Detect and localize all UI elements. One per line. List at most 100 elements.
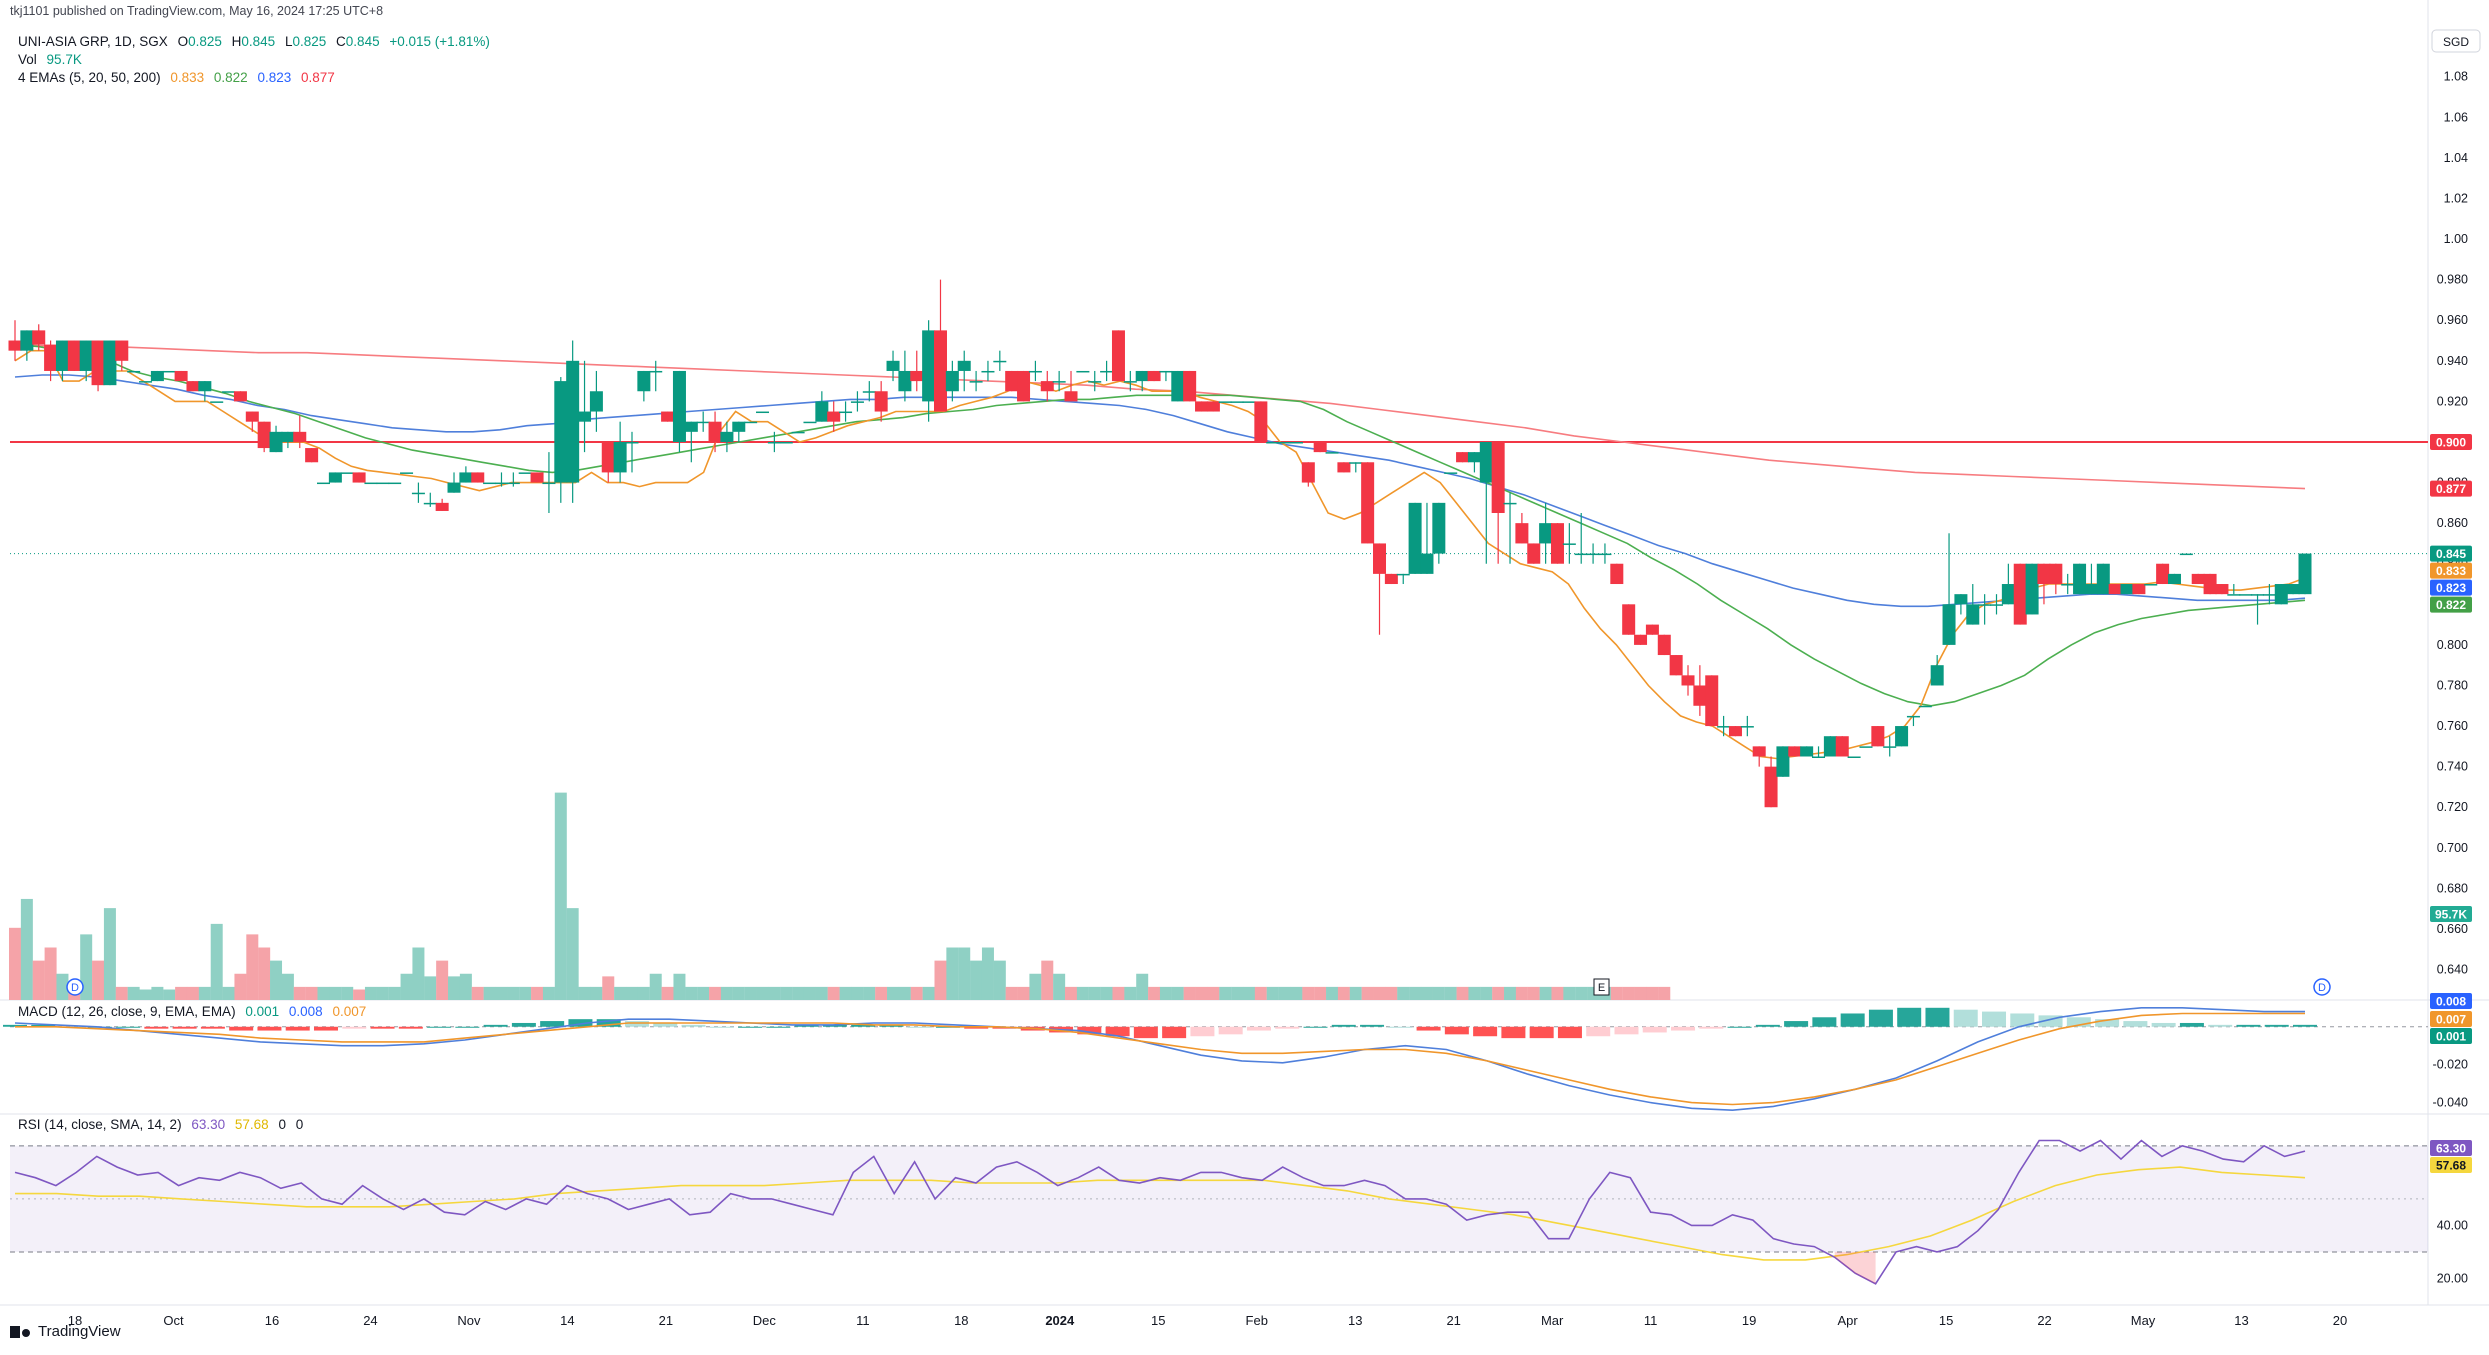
price-label-5: 0.822 [2436, 598, 2466, 612]
price-tick-15: 0.760 [2437, 719, 2468, 733]
volume-bar-31 [376, 986, 389, 1000]
candle-body-90 [1076, 370, 1090, 373]
candle-body-38 [459, 472, 473, 483]
volume-bar-49 [590, 986, 603, 1000]
time-tick-18: Apr [1837, 1313, 1858, 1328]
candle-body-112 [1337, 462, 1351, 473]
legend-rsi-row: RSI (14, close, SMA, 14, 2) 63.30 57.68 … [18, 1117, 309, 1132]
rsi-band-fill [10, 1145, 2428, 1252]
candle-body-113 [1349, 462, 1363, 464]
volume-bar-59 [709, 986, 722, 1000]
candle-body-132 [1574, 553, 1588, 556]
ema50-line [14, 374, 2306, 608]
rsi-tick-0: 40.00 [2437, 1218, 2468, 1232]
candle-body-137 [1634, 634, 1648, 645]
time-tick-15: Mar [1541, 1313, 1564, 1328]
candle-body-34 [411, 492, 425, 495]
volume-bar-126 [1504, 986, 1517, 1000]
candle-body-155 [1847, 756, 1861, 758]
volume-bar-10 [127, 986, 140, 1000]
candle-body-25 [305, 448, 319, 463]
candle-body-179 [2132, 584, 2146, 595]
candle-body-97 [1159, 370, 1173, 373]
macd-hist-bar-73 [2066, 1017, 2091, 1027]
legend-symbol: UNI-ASIA GRP, 1D, SGX [18, 34, 168, 49]
candle-body-72 [862, 391, 876, 393]
volume-bar-17 [210, 923, 223, 1000]
tradingview-logo[interactable]: TradingView [10, 1323, 121, 1340]
macd-hist-bar-7 [200, 1026, 225, 1029]
legend-close: 0.845 [345, 34, 380, 49]
volume-bar-66 [792, 986, 805, 1000]
candle-body-11 [139, 381, 153, 383]
candle-body-92 [1100, 370, 1114, 373]
candle-body-83 [993, 360, 1007, 363]
candle-body-107 [1278, 441, 1292, 444]
volume-bar-12 [151, 986, 164, 1000]
volume-bar-76 [910, 986, 923, 1000]
volume-bar-125 [1492, 986, 1505, 1000]
legend-rsi-ma: 57.68 [234, 1117, 269, 1132]
candle-body-42 [506, 482, 520, 485]
candle-body-22 [269, 431, 283, 453]
candle-body-30 [364, 482, 378, 485]
candle-body-54 [649, 370, 663, 373]
candle-body-167 [1990, 604, 2004, 606]
earnings-marker-box [1593, 978, 1610, 996]
macd-hist-bar-74 [2095, 1019, 2120, 1027]
candle-body-3 [44, 344, 58, 371]
volume-bar-61 [732, 986, 745, 1000]
macd-signal-line [15, 1012, 2305, 1106]
candle-body-73 [874, 391, 888, 412]
volume-bar-34 [412, 947, 425, 1000]
price-tick-17: 0.720 [2437, 800, 2468, 814]
price-label-3: 0.833 [2436, 564, 2466, 578]
macd-hist-bar-39 [1105, 1026, 1130, 1037]
time-tick-13: 13 [1348, 1313, 1362, 1328]
candle-body-80 [957, 360, 971, 371]
macd-hist-bar-79 [2236, 1024, 2261, 1027]
price-tick-7: 0.940 [2437, 354, 2468, 368]
candle-body-10 [127, 370, 141, 373]
candle-body-103 [1230, 401, 1244, 403]
earnings-marker: E [1598, 982, 1605, 994]
candle-body-82 [981, 370, 995, 373]
candle-body-13 [162, 370, 176, 373]
candle-body-158 [1883, 746, 1897, 748]
candle-body-152 [1812, 756, 1826, 758]
time-tick-16: 11 [1644, 1313, 1658, 1328]
price-tick-6: 0.960 [2437, 313, 2468, 327]
legend-rsi-b2: 0 [295, 1117, 304, 1132]
volume-bar-69 [827, 986, 840, 1000]
candle-body-96 [1147, 370, 1161, 382]
volume-bar-27 [329, 986, 342, 1000]
rsi-oversold-fill [1834, 1251, 1876, 1284]
candle-body-36 [435, 502, 449, 511]
dividend-marker-1: D [71, 982, 79, 994]
volume-bar-65 [780, 986, 793, 1000]
candle-body-85 [1017, 370, 1031, 402]
macd-hist-bar-78 [2208, 1024, 2233, 1027]
macd-hist-bar-8 [229, 1026, 254, 1031]
volume-bar-52 [625, 986, 638, 1000]
candle-body-74 [886, 360, 900, 371]
candle-body-144 [1717, 726, 1731, 728]
volume-bar-97 [1159, 986, 1172, 1000]
time-tick-22: 13 [2234, 1313, 2248, 1328]
candle-body-87 [1040, 381, 1054, 392]
volume-bar-42 [507, 986, 520, 1000]
legend-symbol-row: UNI-ASIA GRP, 1D, SGX O0.825 H0.845 L0.8… [18, 34, 496, 49]
candle-body-120 [1432, 502, 1446, 554]
candle-body-169 [2013, 563, 2027, 625]
volume-bar-38 [459, 973, 472, 1000]
price-tick-8: 0.920 [2437, 394, 2468, 408]
volume-bar-137 [1634, 986, 1647, 1000]
volume-bar-114 [1361, 986, 1374, 1000]
candle-body-174 [2073, 563, 2087, 595]
volume-bar-46 [554, 792, 567, 1000]
volume-bar-102 [1219, 986, 1232, 1000]
legend-rsi-value: 63.30 [191, 1117, 226, 1132]
candle-body-160 [1906, 715, 1920, 718]
